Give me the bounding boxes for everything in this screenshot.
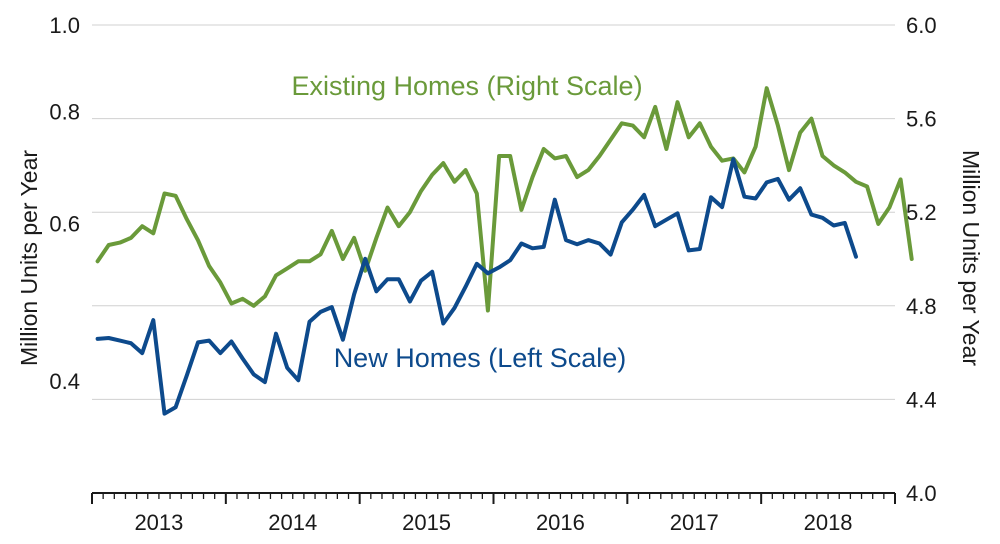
right-tick-label: 4.0 bbox=[906, 481, 937, 506]
right-axis-ticks: 6.0 5.6 5.2 4.8 4.4 4.0 bbox=[906, 13, 937, 506]
right-tick-label: 5.6 bbox=[906, 107, 937, 132]
left-tick-label: 0.4 bbox=[49, 369, 80, 394]
x-tick-label: 2017 bbox=[670, 510, 719, 535]
right-tick-label: 6.0 bbox=[906, 13, 937, 38]
x-tick-label: 2014 bbox=[268, 510, 317, 535]
left-tick-label: 0.8 bbox=[49, 100, 80, 125]
x-axis: 2013 2014 2015 2016 2017 2018 bbox=[91, 492, 896, 535]
left-tick-label: 1.0 bbox=[49, 13, 80, 38]
right-tick-label: 5.2 bbox=[906, 200, 937, 225]
left-axis-title: Million Units per Year bbox=[16, 150, 42, 366]
left-axis-ticks: 1.0 0.8 0.6 0.4 bbox=[49, 13, 80, 394]
series-layer bbox=[95, 86, 914, 416]
right-tick-label: 4.4 bbox=[906, 387, 937, 412]
right-axis-title: Million Units per Year bbox=[958, 150, 984, 366]
new-homes-label: New Homes (Left Scale) bbox=[334, 343, 627, 373]
existing-homes-label: Existing Homes (Right Scale) bbox=[291, 71, 642, 101]
x-tick-label: 2016 bbox=[536, 510, 585, 535]
x-tick-label: 2015 bbox=[402, 510, 451, 535]
left-tick-label: 0.6 bbox=[49, 212, 80, 237]
right-tick-label: 4.8 bbox=[906, 294, 937, 319]
existing-homes-line bbox=[95, 86, 914, 313]
x-tick-label: 2018 bbox=[804, 510, 853, 535]
x-tick-label: 2013 bbox=[134, 510, 183, 535]
new-homes-line bbox=[95, 157, 858, 416]
